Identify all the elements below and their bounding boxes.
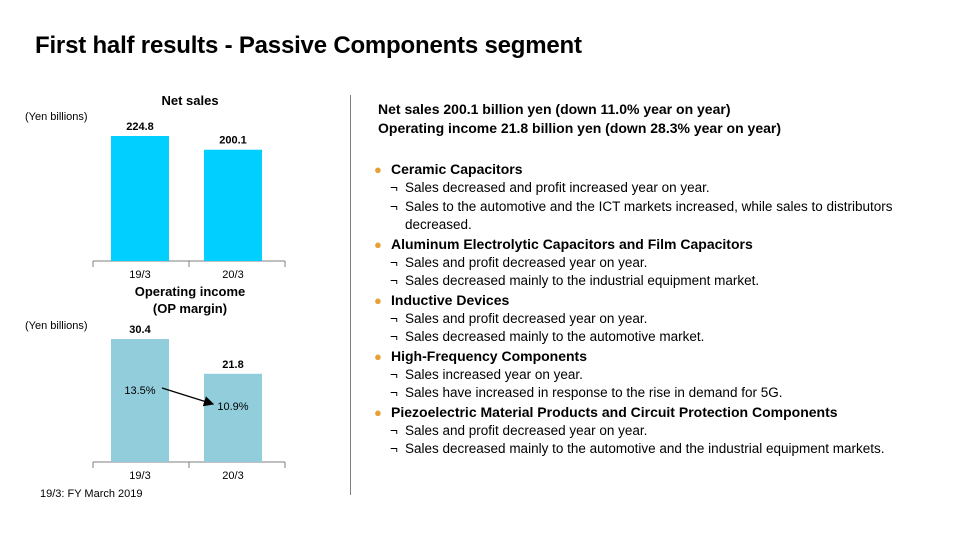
- section-item-text: Sales decreased mainly to the automotive…: [405, 441, 885, 456]
- summary-net-sales: Net sales 200.1 billion yen (down 11.0% …: [378, 101, 731, 117]
- sub-bullet-icon: ¬: [390, 441, 398, 456]
- net-sales-chart: Net sales (Yen billions) 224.8 19/3 200.1 20/…: [25, 93, 286, 281]
- section-item-text: Sales and profit decreased year on year.: [405, 254, 648, 270]
- section-item: ¬ Sales decreased mainly to the industria…: [378, 272, 918, 291]
- section-heading: ● Inductive Devices: [374, 291, 918, 310]
- op-margin-label: 10.9%: [217, 401, 248, 413]
- section-title: Ceramic Capacitors: [391, 161, 523, 177]
- bullet-icon: ●: [374, 292, 382, 308]
- chart-title: Net sales: [161, 93, 218, 108]
- section-heading: ● Ceramic Capacitors: [374, 160, 918, 179]
- section-item-text: Sales have increased in response to the …: [405, 385, 783, 400]
- op-margin-label: 13.5%: [124, 385, 155, 397]
- segment-sections: ● Ceramic Capacitors ¬ Sales decreased and …: [374, 160, 918, 459]
- section-title: Inductive Devices: [391, 291, 510, 308]
- section-item-text: Sales and profit decreased year on year.: [405, 310, 648, 326]
- section-item-text: Sales and profit decreased year on year.: [405, 422, 648, 438]
- category-label: 20/3: [222, 470, 243, 482]
- sub-bullet-icon: ¬: [390, 385, 398, 400]
- bullet-icon: ●: [374, 348, 382, 364]
- section-item-text: Sales increased year on year.: [405, 366, 583, 382]
- section-item: ¬ Sales decreased mainly to the automotiv…: [378, 440, 918, 459]
- section-heading: ● Aluminum Electrolytic Capacitors and Fi…: [374, 235, 918, 254]
- bar-value-label: 21.8: [222, 359, 243, 371]
- section-item: ¬ Sales to the automotive and the ICT mar…: [378, 198, 918, 235]
- section-item-text: Sales decreased mainly to the automotive…: [405, 329, 705, 344]
- vertical-divider: [350, 95, 351, 495]
- section-heading: ● High-Frequency Components: [374, 347, 918, 366]
- bar: [204, 373, 262, 462]
- summary-operating-income: Operating income 21.8 billion yen (down …: [378, 120, 782, 136]
- section-item: ¬ Sales and profit decreased year on year…: [378, 422, 918, 441]
- sub-bullet-icon: ¬: [390, 366, 398, 382]
- category-label: 19/3: [129, 470, 150, 482]
- section-title: Piezoelectric Material Products and Circ…: [391, 403, 838, 420]
- sub-bullet-icon: ¬: [390, 422, 398, 438]
- category-label: 20/3: [222, 269, 243, 281]
- footnote: 19/3: FY March 2019: [40, 488, 143, 500]
- chart-title: (OP margin): [153, 301, 227, 316]
- page-title: First half results - Passive Components …: [35, 32, 582, 59]
- section-item: ¬ Sales decreased mainly to the automotiv…: [378, 328, 918, 347]
- summary: Net sales 200.1 billion yen (down 11.0% …: [378, 100, 781, 138]
- bar: [111, 136, 169, 261]
- section-item: ¬ Sales have increased in response to the…: [378, 384, 918, 403]
- sub-bullet-icon: ¬: [390, 254, 398, 270]
- bar-value-label: 200.1: [219, 135, 247, 147]
- section-item: ¬ Sales and profit decreased year on year…: [378, 310, 918, 329]
- sub-bullet-icon: ¬: [390, 329, 398, 344]
- bar: [204, 149, 262, 261]
- bullet-icon: ●: [374, 404, 382, 420]
- section-item-text: Sales decreased mainly to the industrial…: [405, 273, 760, 288]
- unit-label: (Yen billions): [25, 320, 88, 332]
- operating-income-chart: Operating income (OP margin) (Yen billions…: [25, 284, 286, 482]
- section-heading: ● Piezoelectric Material Products and Cir…: [374, 403, 918, 422]
- section-item-text: Sales to the automotive and the ICT mark…: [405, 198, 893, 233]
- sub-bullet-icon: ¬: [390, 180, 398, 195]
- bullet-icon: ●: [374, 162, 382, 177]
- section-title: Aluminum Electrolytic Capacitors and Fil…: [391, 235, 753, 252]
- margin-arrow: [161, 387, 215, 407]
- bar: [111, 339, 169, 462]
- chart-title: Operating income: [135, 284, 246, 299]
- section-item-text: Sales decreased and profit increased yea…: [405, 180, 710, 195]
- category-label: 19/3: [129, 269, 150, 281]
- charts-canvas: Net sales (Yen billions) 224.8 19/3 200.1 20/…: [25, 93, 286, 482]
- bullet-icon: ●: [374, 236, 382, 252]
- unit-label: (Yen billions): [25, 111, 88, 123]
- section-item: ¬ Sales and profit decreased year on year…: [378, 254, 918, 273]
- section-title: High-Frequency Components: [391, 347, 588, 364]
- section-item: ¬ Sales increased year on year.: [378, 366, 918, 385]
- bar-value-label: 30.4: [129, 324, 151, 336]
- sub-bullet-icon: ¬: [390, 273, 398, 288]
- sub-bullet-icon: ¬: [390, 198, 398, 214]
- sub-bullet-icon: ¬: [390, 310, 398, 326]
- bar-value-label: 224.8: [126, 121, 154, 133]
- section-item: ¬ Sales decreased and profit increased ye…: [378, 179, 918, 198]
